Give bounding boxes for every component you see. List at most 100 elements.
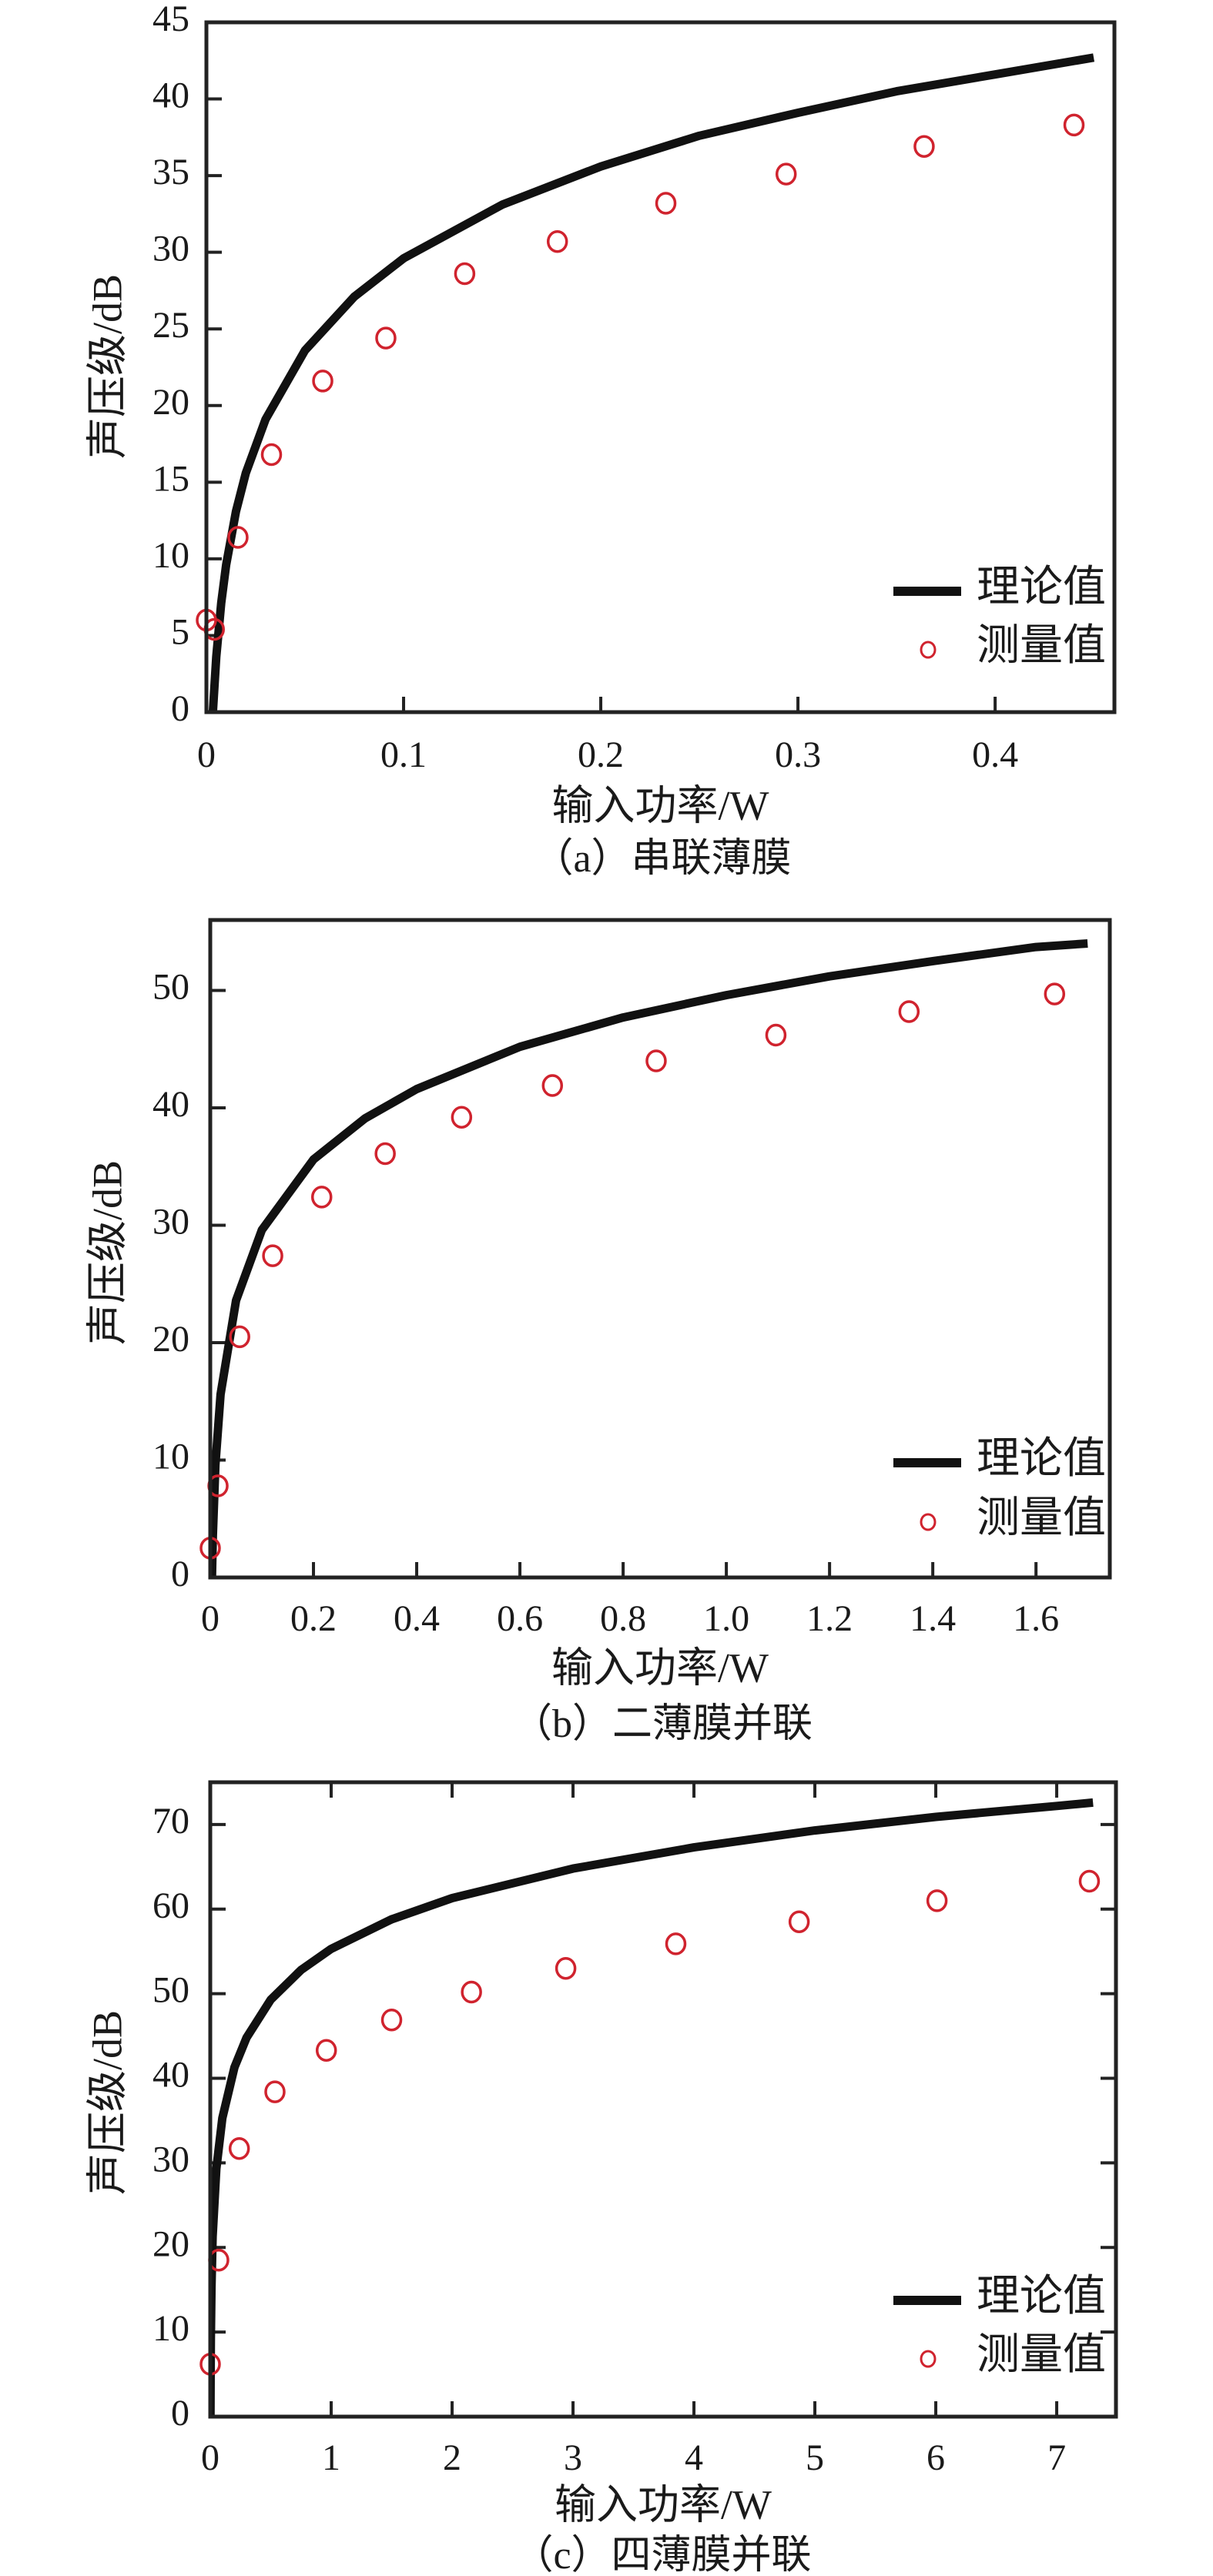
y-tick-label: 30	[152, 229, 189, 269]
measured-point	[898, 1000, 920, 1023]
y-tick-label: 30	[152, 2139, 189, 2180]
chart-panel-c: 0 1 2 3 4 5 6 7010203040506070理论值测量值输入功率/W声压级/d…	[84, 1780, 1118, 2576]
measured-point	[262, 1244, 283, 1267]
x-tick-label: 0	[197, 734, 216, 775]
y-tick-label: 30	[152, 1202, 189, 1243]
x-tick-label: 1.2	[806, 1598, 853, 1639]
y-tick-label: 50	[152, 1970, 189, 2011]
legend-label-measured: 测量值	[977, 622, 1106, 670]
x-tick-label: 0.4	[972, 734, 1018, 775]
x-axis-label: 输入功率/W	[552, 782, 769, 828]
measured-point	[315, 2039, 337, 2062]
legend-label-theory: 理论值	[977, 2273, 1106, 2320]
measured-point	[555, 1956, 577, 1980]
y-tick-label: 25	[152, 305, 189, 346]
x-tick-label: 0.2	[578, 734, 624, 775]
x-tick-label: 0.4	[394, 1598, 440, 1639]
y-tick-label: 50	[152, 967, 189, 1008]
measured-point	[645, 1049, 667, 1072]
x-tick-label: 0	[201, 2437, 219, 2478]
legend-marker-measured	[920, 641, 937, 659]
measured-point	[229, 1325, 250, 1349]
theory-line	[208, 53, 1095, 712]
x-tick-label: 6	[927, 2437, 945, 2478]
y-tick-label: 15	[152, 458, 189, 499]
y-tick-label: 5	[171, 611, 189, 652]
measured-point	[454, 262, 476, 286]
y-tick-label: 0	[171, 2393, 189, 2434]
x-tick-label: 1	[322, 2437, 340, 2478]
plot-frame	[208, 918, 1112, 1580]
y-tick-label: 0	[171, 688, 189, 729]
measured-point	[665, 1932, 687, 1955]
x-axis-label: 输入功率/W	[551, 1644, 769, 1691]
y-tick-label: 10	[152, 535, 189, 576]
legend-label-theory: 理论值	[977, 564, 1106, 611]
y-axis-label: 声压级/dB	[84, 1160, 130, 1345]
x-tick-label: 0.2	[290, 1598, 337, 1639]
legend-label-measured: 测量值	[977, 1494, 1106, 1542]
y-tick-label: 35	[152, 152, 189, 192]
y-axis-label: 声压级/dB	[84, 274, 130, 459]
measured-point	[228, 2136, 250, 2160]
measured-point	[260, 443, 283, 467]
y-tick-label: 70	[152, 1801, 189, 1842]
measured-point	[374, 1142, 396, 1166]
chart-panel-b: 0 0.2 0.4 0.6 0.8 1.0 1.2 1.4 1.6 0 10 20 30 40 50 理论值测…	[84, 918, 1112, 1746]
measured-point	[775, 162, 797, 186]
x-tick-label: 0.6	[497, 1598, 543, 1639]
y-axis-label: 声压级/dB	[84, 2010, 130, 2195]
y-tick-label: 45	[152, 0, 189, 39]
measured-point	[788, 1910, 810, 1934]
plot-frame	[204, 20, 1117, 714]
legend-label-measured: 测量值	[977, 2331, 1106, 2379]
x-tick-label: 7	[1047, 2437, 1066, 2478]
x-tick-label: 1.4	[910, 1598, 956, 1639]
y-tick-label: 40	[152, 2055, 189, 2096]
theory-line	[210, 1798, 1094, 2417]
chart-panel-a: 0 0.1 0.2 0.3 0.4 0 5 10 15 20 25 30 35 40 45 理论值测量值输入功…	[84, 0, 1117, 881]
x-tick-label: 1.6	[1013, 1598, 1059, 1639]
measured-point	[380, 2008, 403, 2032]
measured-point	[765, 1023, 787, 1047]
x-axis-label: 输入功率/W	[555, 2481, 772, 2527]
x-tick-label: 0.8	[600, 1598, 646, 1639]
panel-caption: （a）串联薄膜	[533, 837, 791, 881]
measured-point	[926, 1889, 948, 1912]
measured-point	[312, 370, 333, 393]
x-tick-label: 2	[443, 2437, 461, 2478]
x-tick-label: 0	[201, 1598, 219, 1639]
legend-marker-measured	[920, 2350, 937, 2368]
measured-point	[913, 135, 935, 159]
x-tick-label: 3	[564, 2437, 582, 2478]
measured-point	[310, 1186, 333, 1209]
plot-frame	[208, 1780, 1118, 2419]
theory-line	[210, 939, 1088, 1577]
x-tick-label: 0.1	[380, 734, 427, 775]
y-tick-label: 40	[152, 1084, 189, 1125]
measured-point	[546, 229, 568, 253]
measured-point	[451, 1106, 473, 1129]
x-tick-label: 0.3	[775, 734, 821, 775]
y-tick-label: 20	[152, 2223, 189, 2264]
y-tick-label: 40	[152, 75, 189, 116]
measured-point	[1044, 982, 1066, 1005]
measured-point	[264, 2080, 286, 2103]
x-tick-label: 5	[806, 2437, 824, 2478]
measured-point	[375, 326, 397, 350]
y-tick-label: 20	[152, 1319, 189, 1360]
panel-caption: （b）二薄膜并联	[512, 1702, 813, 1746]
y-tick-label: 0	[171, 1554, 189, 1594]
legend-label-theory: 理论值	[977, 1435, 1106, 1483]
x-tick-label: 1.0	[703, 1598, 749, 1639]
measured-point	[655, 192, 677, 215]
measured-point	[461, 1980, 482, 2004]
y-tick-label: 10	[152, 1437, 189, 1477]
y-tick-label: 60	[152, 1885, 189, 1926]
measured-point	[1063, 113, 1085, 137]
panel-caption: （c）四薄膜并联	[513, 2534, 811, 2576]
